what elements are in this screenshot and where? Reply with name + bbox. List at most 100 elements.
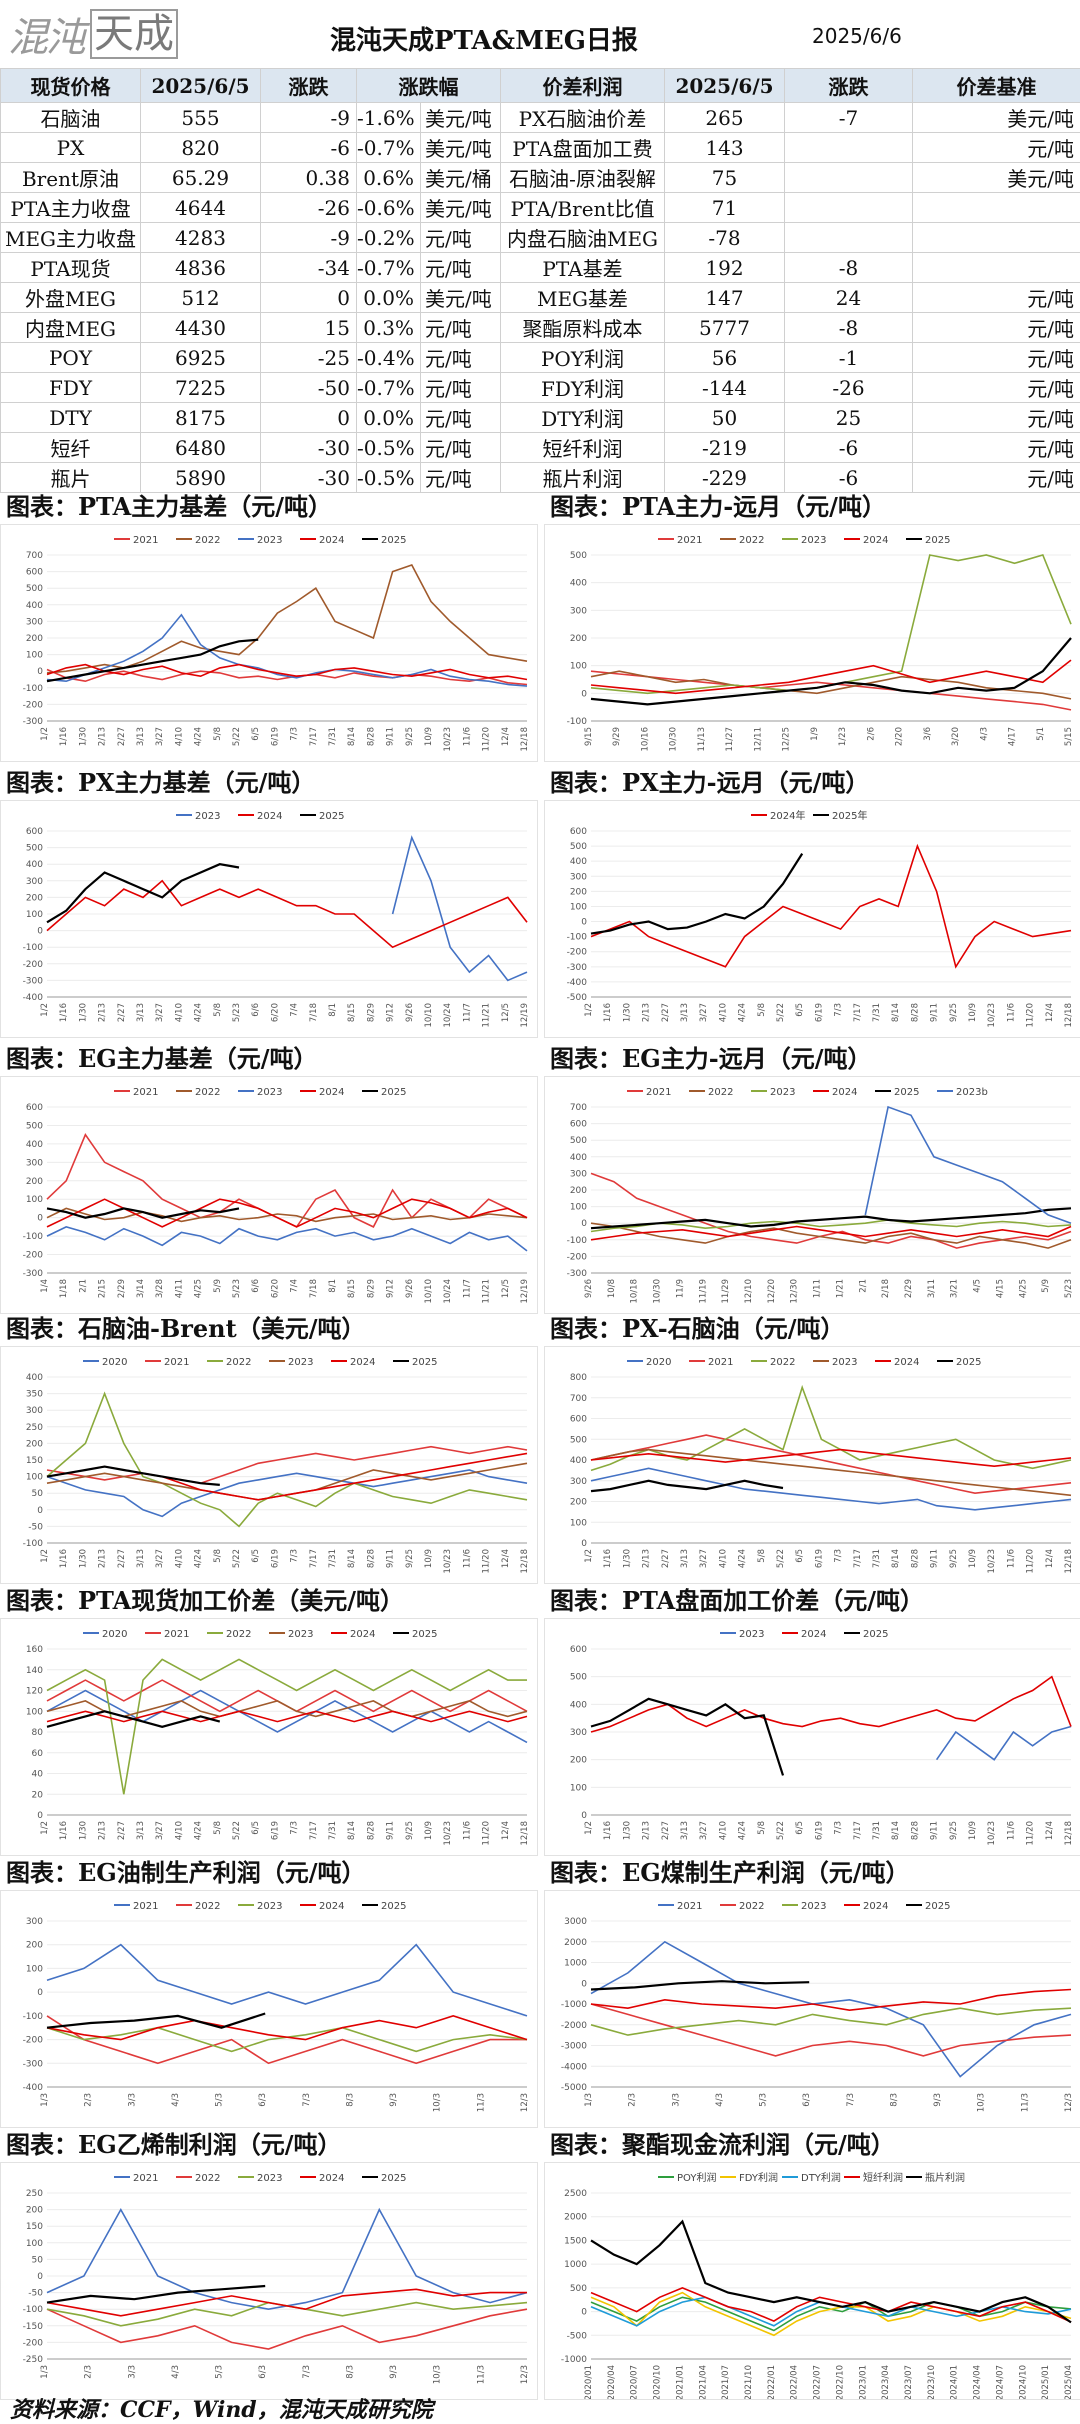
y-tick-label: 100 xyxy=(570,1783,587,1793)
x-tick-label: 7/3 xyxy=(834,1549,844,1563)
y-tick-label: -100 xyxy=(23,684,44,694)
x-tick-label: 7/17 xyxy=(853,1549,863,1568)
x-tick-label: 6/6 xyxy=(251,1003,261,1017)
table-cell: -0.6% xyxy=(356,192,421,223)
series-line xyxy=(46,1207,528,1223)
x-tick-label: 2/1 xyxy=(858,1279,868,1293)
legend-item: 2021 xyxy=(114,535,158,546)
x-tick-label: 2/20 xyxy=(895,727,905,746)
x-tick-label: 3/21 xyxy=(950,1279,960,1298)
x-tick-label: 4/24 xyxy=(194,727,204,746)
y-tick-label: -100 xyxy=(23,2012,44,2022)
legend-item: 2024 xyxy=(300,2173,344,2184)
legend-label: 2021 xyxy=(133,1901,158,1912)
legend-item: 2024年 xyxy=(751,809,805,822)
x-tick-label: 2/15 xyxy=(98,1279,108,1298)
series-line xyxy=(590,1940,1072,2078)
table-cell: 外盘MEG xyxy=(0,282,141,313)
x-tick-label: 6/5 xyxy=(795,1821,805,1835)
x-tick-label: 1/30 xyxy=(622,1003,632,1022)
x-tick-label: 1/30 xyxy=(78,1821,88,1840)
x-tick-label: 2/13 xyxy=(642,1003,652,1022)
x-tick-label: 10/8 xyxy=(607,1279,617,1298)
y-tick-label: -300 xyxy=(23,976,44,986)
table-row: PTA主力收盘 4644 -26 -0.6% 美元/吨 PTA/Brent比值 71 xyxy=(0,192,1080,223)
y-tick-label: -2000 xyxy=(561,2021,587,2031)
x-tick-label: 11/20 xyxy=(1026,1821,1036,1846)
y-tick-label: 50 xyxy=(32,1489,44,1499)
chart-svg: 2021 2022 2023 2024 2025 2023b -300 -200 -100 0 10… xyxy=(567,1087,1074,1304)
x-tick-label: 9/25 xyxy=(949,1549,959,1568)
y-tick-label: 120 xyxy=(26,1687,43,1697)
chart-svg: 2023 2024 2025 -400 -300 -200 -100 0 100 200 300 40… xyxy=(23,811,530,1028)
legend-item: 2022 xyxy=(689,1087,733,1098)
table-cell: 65.29 xyxy=(140,162,261,193)
x-tick-label: 10/23 xyxy=(987,1821,997,1846)
series-line xyxy=(46,2288,527,2317)
x-tick-label: 8/28 xyxy=(910,1003,920,1022)
chart-c11: 图表：EG油制生产利润（元/吨） 2021 2022 2023 2024 2025 -400… xyxy=(0,1856,538,2128)
x-tick-label: 9/25 xyxy=(949,1821,959,1840)
chart-c8: 图表：PX-石脑油（元/吨） 2020 2021 2022 2023 2024 2025 0 1… xyxy=(544,1312,1080,1584)
y-tick-label: -100 xyxy=(23,1232,44,1242)
x-tick-label: 12/5 xyxy=(501,1279,511,1298)
x-tick-label: 2024/04 xyxy=(973,2365,983,2399)
company-logo: 混沌 天成 xyxy=(8,6,184,62)
legend-item: 2021 xyxy=(627,1087,671,1098)
legend-item: DTY利润 xyxy=(782,2171,841,2184)
x-tick-label: 1/18 xyxy=(59,1279,69,1298)
y-tick-label: -200 xyxy=(567,948,588,958)
legend-label: 2023 xyxy=(257,1087,282,1098)
series-line xyxy=(46,564,528,674)
y-tick-label: 100 xyxy=(570,1203,587,1213)
table-cell xyxy=(912,252,1080,283)
series-line xyxy=(46,1465,220,1486)
table-cell xyxy=(912,222,1080,253)
chart-svg: 2021 2022 2023 2024 2025 -5000 -4000 -3000 -2000… xyxy=(561,1901,1074,2112)
table-cell: -9 xyxy=(260,222,357,253)
table-cell: -26 xyxy=(784,372,913,403)
x-tick-label: 8/14 xyxy=(891,1549,901,1568)
x-tick-label: 1/16 xyxy=(603,1549,613,1568)
x-tick-label: 2/27 xyxy=(661,1003,671,1022)
series-line xyxy=(590,1980,810,1991)
y-tick-label: 2000 xyxy=(564,2213,587,2223)
y-tick-label: 200 xyxy=(570,1756,587,1766)
chart-svg: 2021 2022 2023 2024 2025 -100 0 100 200 300 400 500… xyxy=(567,535,1074,752)
x-tick-label: 1/16 xyxy=(59,1549,69,1568)
x-tick-label: 10/9 xyxy=(424,727,434,746)
legend-item: 2022 xyxy=(207,1357,251,1368)
table-cell: -6 xyxy=(260,132,357,163)
y-tick-label: 200 xyxy=(26,1941,43,1951)
x-tick-label: 2023/04 xyxy=(881,2365,891,2399)
x-tick-label: 1/16 xyxy=(603,1821,613,1840)
table-cell: Brent原油 xyxy=(0,162,141,193)
table-cell: 美元/桶 xyxy=(420,162,501,193)
table-cell: 0.38 xyxy=(260,162,357,193)
x-tick-label: 2/13 xyxy=(642,1821,652,1840)
table-cell: 5890 xyxy=(140,462,261,493)
x-tick-label: 9/26 xyxy=(405,1003,415,1022)
chart-c6: 图表：EG主力-远月（元/吨） 2021 2022 2023 2024 2025 2023b… xyxy=(544,1042,1080,1314)
chart-c9: 图表：PTA现货加工价差（美元/吨） 2020 2021 2022 2023 2024 20… xyxy=(0,1584,538,1856)
x-tick-label: 5/8 xyxy=(757,1549,767,1563)
header-date-1: 2025/6/5 xyxy=(140,68,261,103)
legend-label: 2024 xyxy=(863,1901,888,1912)
y-tick-label: -300 xyxy=(23,2059,44,2069)
x-tick-label: 10/9 xyxy=(424,1549,434,1568)
x-tick-label: 11/6 xyxy=(462,1821,472,1840)
x-tick-label: 2024/01 xyxy=(950,2365,960,2399)
x-tick-label: 11/21 xyxy=(482,1279,492,1304)
x-tick-label: 1/3 xyxy=(40,2093,50,2107)
y-tick-label: 200 xyxy=(570,634,587,644)
legend-item: 2021 xyxy=(114,1087,158,1098)
series-line xyxy=(590,670,1072,711)
x-tick-label: 11/13 xyxy=(697,727,707,752)
table-cell: 4836 xyxy=(140,252,261,283)
x-tick-label: 10/16 xyxy=(640,727,650,752)
table-cell: -8 xyxy=(784,252,913,283)
table-row: Brent原油 65.29 0.38 0.6% 美元/桶 石脑油-原油裂解 75 美元/吨 xyxy=(0,162,1080,193)
x-tick-label: 8/3 xyxy=(345,2365,355,2379)
x-tick-label: 8/29 xyxy=(366,1003,376,1022)
chart-title: 图表：PTA现货加工价差（美元/吨） xyxy=(6,1586,404,1615)
